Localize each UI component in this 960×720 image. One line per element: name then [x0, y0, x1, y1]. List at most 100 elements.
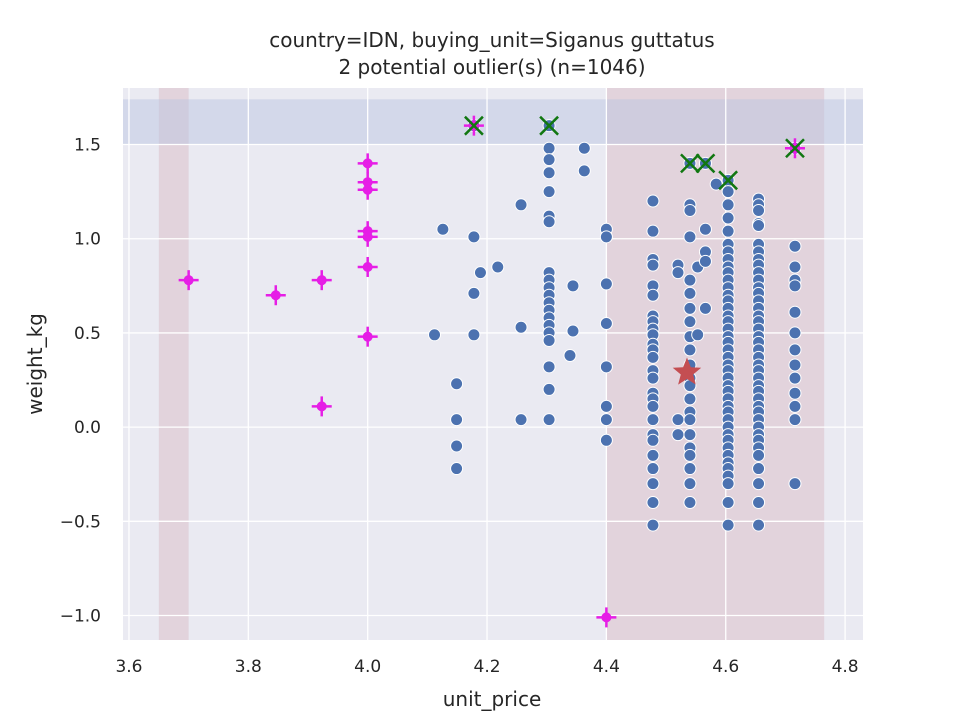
center-star-marker — [672, 357, 702, 385]
x-tick-label: 3.8 — [235, 657, 262, 677]
data-point — [599, 230, 613, 244]
flagged-plus-marker — [311, 270, 332, 291]
outlier-x-stroke — [785, 138, 805, 159]
flagged-plus-marker — [357, 326, 378, 347]
data-point — [752, 448, 766, 462]
data-point — [788, 260, 802, 274]
data-point — [788, 343, 802, 357]
data-point — [671, 428, 685, 442]
x-tick-label: 4.6 — [712, 657, 739, 677]
data-point — [542, 185, 556, 199]
data-point — [683, 495, 697, 509]
data-point — [683, 413, 697, 427]
data-point — [646, 413, 660, 427]
data-point — [752, 219, 766, 233]
data-point — [788, 386, 802, 400]
data-point — [467, 286, 481, 300]
data-point — [563, 349, 577, 363]
outlier-x-marker — [464, 115, 484, 136]
outlier-markers — [178, 115, 805, 628]
data-points — [428, 119, 802, 532]
data-point — [436, 222, 450, 236]
data-point — [721, 518, 735, 532]
data-point — [698, 254, 712, 268]
data-point — [599, 277, 613, 291]
data-point — [683, 477, 697, 491]
data-point — [683, 392, 697, 406]
data-point — [721, 185, 735, 199]
data-point — [542, 360, 556, 374]
x-shaded-band — [158, 88, 189, 640]
tick-labels: 3.6 3.8 4.0 4.2 4.4 4.6 4.8 −1.0 −0.5 0.0 0.5 1.0 1.… — [60, 136, 859, 677]
flagged-plus-marker — [178, 270, 199, 291]
data-point — [721, 224, 735, 238]
x-tick-label: 3.6 — [115, 657, 142, 677]
data-point — [566, 324, 580, 338]
data-point — [599, 360, 613, 374]
plot-background — [123, 88, 863, 640]
data-point — [788, 371, 802, 385]
y-tick-label: 0.0 — [74, 418, 101, 438]
outlier-x-marker — [718, 170, 739, 191]
data-point — [671, 266, 685, 280]
data-point — [514, 413, 528, 427]
x-tick-label: 4.2 — [474, 657, 501, 677]
data-point — [721, 211, 735, 225]
data-point — [788, 399, 802, 413]
data-point — [788, 279, 802, 293]
data-point — [542, 215, 556, 229]
outlier-x-stroke — [680, 153, 700, 174]
data-point — [646, 258, 660, 272]
data-point — [646, 350, 660, 364]
x-tick-label: 4.0 — [354, 657, 381, 677]
data-point — [721, 495, 735, 509]
data-point — [646, 518, 660, 532]
outlier-x-stroke — [718, 170, 739, 191]
data-point — [683, 428, 697, 442]
chart-subtitle: 2 potential outlier(s) (n=1046) — [338, 55, 645, 79]
data-point — [788, 305, 802, 319]
data-point — [721, 198, 735, 212]
y-tick-label: −1.0 — [60, 607, 101, 627]
data-point — [698, 222, 712, 236]
data-point — [646, 448, 660, 462]
data-point — [683, 343, 697, 357]
data-point — [683, 286, 697, 300]
data-point — [450, 439, 464, 453]
outlier-x-marker — [785, 138, 805, 159]
data-point — [514, 198, 528, 212]
data-point — [491, 260, 505, 274]
x-tick-label: 4.8 — [832, 657, 859, 677]
data-point — [450, 413, 464, 427]
data-point — [646, 495, 660, 509]
data-point — [788, 239, 802, 253]
data-point — [646, 194, 660, 208]
data-point — [542, 413, 556, 427]
data-point — [683, 203, 697, 217]
data-point — [467, 230, 481, 244]
data-point — [599, 413, 613, 427]
data-point — [542, 333, 556, 347]
data-point — [599, 433, 613, 447]
data-point — [646, 462, 660, 476]
outlier-x-marker — [680, 153, 700, 174]
flagged-plus-marker — [357, 153, 378, 174]
data-point — [752, 495, 766, 509]
y-tick-label: −0.5 — [60, 512, 101, 532]
data-point — [788, 477, 802, 491]
y-axis-label: weight_kg — [23, 313, 47, 415]
data-point — [752, 518, 766, 532]
outlier-x-stroke — [539, 115, 559, 136]
data-point — [566, 279, 580, 293]
data-point — [599, 316, 613, 330]
x-axis-label: unit_price — [443, 687, 542, 711]
data-point — [542, 153, 556, 167]
outlier-x-stroke — [464, 115, 484, 136]
data-point — [788, 326, 802, 340]
data-point — [646, 288, 660, 302]
data-point — [683, 448, 697, 462]
data-point — [467, 328, 481, 342]
data-point — [646, 371, 660, 385]
x-tick-label: 4.4 — [593, 657, 620, 677]
